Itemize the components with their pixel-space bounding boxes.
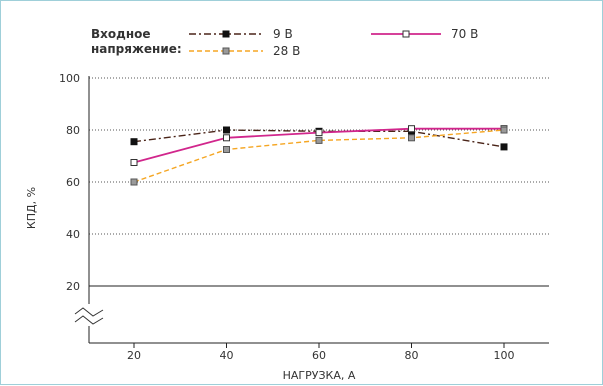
legend-label-70-В: 70 В — [451, 27, 478, 41]
legend-marker-28-В — [222, 47, 230, 55]
legend-marker-9-В — [222, 30, 230, 38]
series-28-В — [130, 126, 508, 186]
legend-label-9-В: 9 В — [273, 27, 293, 41]
point-28-В-100 — [500, 126, 508, 134]
point-70-В-40 — [223, 134, 230, 142]
legend-marker-70-В — [402, 30, 410, 38]
point-28-В-60 — [315, 136, 323, 144]
axis-break-icon — [74, 307, 104, 325]
y-tick-label-60: 60 — [66, 176, 80, 189]
point-70-В-20 — [130, 159, 138, 166]
point-28-В-80 — [408, 134, 415, 142]
y-axis-label: КПД, % — [25, 187, 38, 229]
point-28-В-40 — [223, 146, 230, 153]
legend-title-line1: Входное — [91, 27, 151, 41]
x-tick-label-100: 100 — [494, 349, 515, 362]
point-9-В-20 — [130, 138, 138, 146]
point-70-В-80 — [408, 125, 415, 133]
series-70-В — [130, 125, 508, 166]
y-tick-label-20: 20 — [66, 280, 80, 293]
series-layer — [130, 125, 508, 186]
grid — [89, 77, 549, 287]
point-9-В-100 — [500, 143, 508, 151]
x-tick-label-80: 80 — [405, 349, 419, 362]
series-line-28-В — [133, 129, 505, 183]
x-tick-label-60: 60 — [312, 349, 326, 362]
legend: Входное напряжение: 9 В 70 В 28 В — [91, 27, 478, 58]
point-9-В-40 — [223, 126, 230, 134]
y-tick-label-100: 100 — [59, 72, 80, 85]
legend-title-line2: напряжение: — [91, 42, 182, 56]
point-70-В-60 — [315, 129, 323, 137]
y-tick-label-40: 40 — [66, 228, 80, 241]
x-tick-labels: 20 40 60 80 100 — [127, 343, 515, 362]
x-axis-label: НАГРУЗКА, А — [283, 369, 356, 382]
x-tick-label-20: 20 — [127, 349, 141, 362]
x-tick-label-40: 40 — [220, 349, 234, 362]
point-28-В-20 — [130, 178, 138, 186]
y-tick-labels: 20 40 60 80 100 — [59, 72, 80, 293]
legend-label-28-В: 28 В — [273, 44, 300, 58]
y-tick-label-80: 80 — [66, 124, 80, 137]
